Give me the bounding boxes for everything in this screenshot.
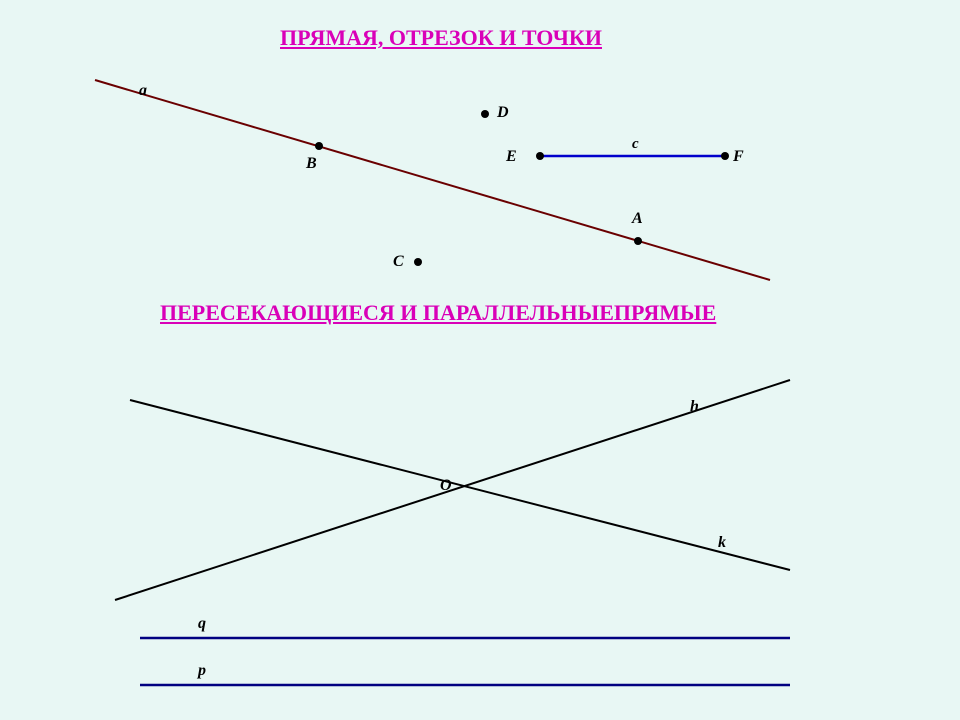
label-p: p (198, 662, 206, 680)
point-A (634, 237, 642, 245)
diagram-svg (0, 0, 960, 720)
label-k: k (718, 534, 726, 552)
line-k (130, 400, 790, 570)
title-2: ПЕРЕСЕКАЮЩИЕСЯ И ПАРАЛЛЕЛЬНЫЕПРЯМЫЕ (160, 300, 716, 326)
label-O: O (440, 477, 452, 495)
title-1: ПРЯМАЯ, ОТРЕЗОК И ТОЧКИ (280, 25, 602, 51)
line-a (95, 80, 770, 280)
line-h (115, 380, 790, 600)
label-E: E (506, 148, 517, 166)
label-C: C (393, 253, 404, 271)
label-D: D (497, 104, 509, 122)
label-q: q (198, 615, 206, 633)
point-D (481, 110, 489, 118)
label-F: F (733, 148, 744, 166)
label-c: c (632, 136, 639, 153)
label-h: h (690, 398, 699, 416)
point-C (414, 258, 422, 266)
point-F (721, 152, 729, 160)
point-B (315, 142, 323, 150)
diagram-canvas: ПРЯМАЯ, ОТРЕЗОК И ТОЧКИ ПЕРЕСЕКАЮЩИЕСЯ И… (0, 0, 960, 720)
label-A: A (632, 210, 643, 228)
label-a: a (139, 82, 147, 100)
label-B: B (306, 155, 317, 173)
point-E (536, 152, 544, 160)
